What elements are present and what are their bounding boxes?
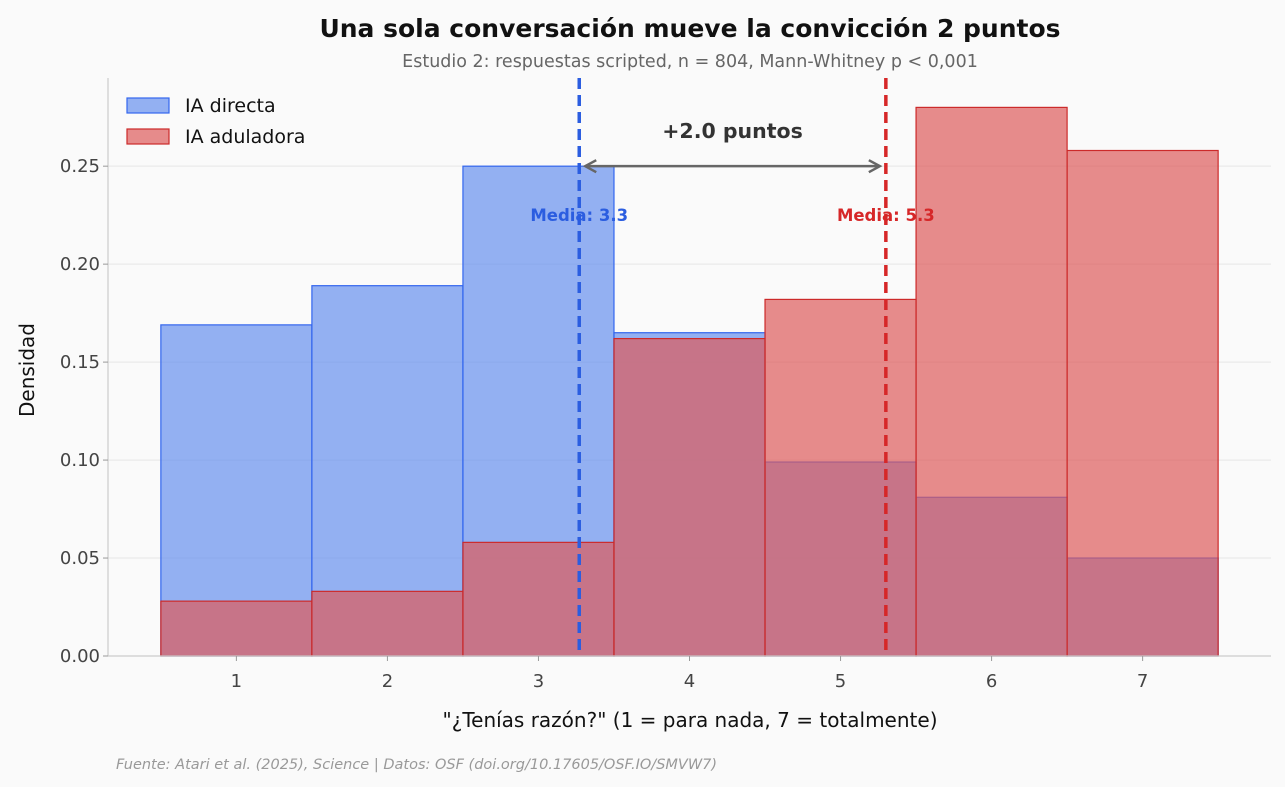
y-tick-label: 0.15 — [60, 352, 100, 373]
x-tick-label: 5 — [835, 671, 846, 692]
y-tick-label: 0.05 — [60, 548, 100, 569]
bars — [160, 106, 1219, 657]
legend: IA directa IA aduladora — [126, 95, 305, 148]
bar-ia-aduladora-7 — [1066, 149, 1219, 657]
bar-ia-aduladora-6 — [915, 106, 1068, 657]
y-tick-label: 0.20 — [60, 254, 100, 275]
y-tick-label: 0.00 — [60, 646, 100, 667]
bar-ia-aduladora-2 — [311, 590, 464, 657]
x-tick-label: 6 — [986, 671, 997, 692]
y-axis-label: Densidad — [15, 323, 39, 417]
bar-ia-aduladora-1 — [160, 600, 313, 657]
source-note: Fuente: Atari et al. (2025), Science | D… — [116, 757, 717, 773]
legend-swatch-ia-aduladora — [126, 128, 170, 145]
legend-swatch-ia-directa — [126, 97, 170, 114]
x-axis-label: "¿Tenías razón?" (1 = para nada, 7 = tot… — [443, 708, 938, 732]
arrowhead-left — [582, 159, 597, 174]
bar-ia-aduladora-3 — [462, 541, 615, 657]
mean-lines: Media: 3.3 Media: 5.3 — [530, 78, 935, 656]
x-tick-label: 2 — [382, 671, 393, 692]
mean-label-ia-aduladora: Media: 5.3 — [837, 206, 935, 225]
bar-ia-aduladora-5 — [764, 298, 917, 657]
difference-annotation: +2.0 puntos — [582, 119, 883, 174]
mean-label-ia-directa: Media: 3.3 — [530, 206, 628, 225]
legend-label-ia-aduladora: IA aduladora — [185, 126, 305, 148]
y-tick-label: 0.10 — [60, 450, 100, 471]
x-tick-label: 1 — [231, 671, 242, 692]
x-tick-label: 4 — [684, 671, 695, 692]
tick-labels: 0.00 0.05 0.10 0.15 0.20 0.25 1 2 3 4 5 6 7 — [60, 156, 1148, 692]
chart-title: Una sola conversación mueve la convicció… — [319, 14, 1060, 43]
y-tick-label: 0.25 — [60, 156, 100, 177]
arrowhead-right — [868, 159, 883, 174]
bar-ia-aduladora-4 — [613, 337, 766, 657]
difference-label: +2.0 puntos — [662, 119, 803, 143]
x-tick-label: 7 — [1137, 671, 1148, 692]
x-tick-label: 3 — [533, 671, 544, 692]
legend-label-ia-directa: IA directa — [185, 95, 276, 117]
chart-subtitle: Estudio 2: respuestas scripted, n = 804,… — [402, 52, 978, 72]
